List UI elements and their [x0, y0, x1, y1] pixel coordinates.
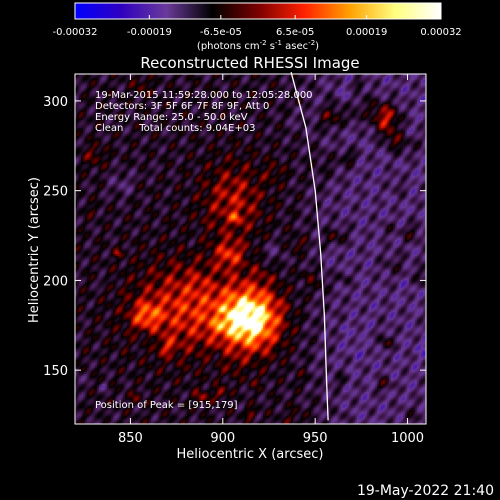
- solar-limb-curve: [290, 72, 329, 421]
- annotation-line: Clean Total counts: 9.04E+03: [95, 123, 255, 134]
- heatmap-raster: [75, 74, 426, 424]
- x-tick-label: 850: [118, 431, 143, 446]
- x-tick-label: 1000: [391, 431, 424, 446]
- x-tick-label: 900: [210, 431, 235, 446]
- plot-frame: [74, 73, 427, 425]
- footer-timestamp: 19-May-2022 21:40: [357, 483, 494, 499]
- annotation-line: 19-Mar-2015 11:59:28.000 to 12:05:28.000: [95, 90, 313, 101]
- colorbar-tick-label: 0.00019: [346, 27, 387, 38]
- axis-ticks: 850 900 950 1000 150 200 250 300: [43, 74, 426, 446]
- colorbar-tick-label: -0.00019: [127, 27, 172, 38]
- annotation-line: Detectors: 3F 5F 6F 7F 8F 9F, Att 0: [95, 101, 269, 112]
- y-tick-label: 200: [43, 274, 68, 289]
- colorbar-ticks: -0.00032 -0.00019 -6.5e-05 6.5e-05 0.00019 0.…: [53, 15, 462, 38]
- x-tick-label: 950: [303, 431, 328, 446]
- colorbar-tick-label: 6.5e-05: [276, 27, 314, 38]
- colorbar-tick-label: -6.5e-05: [200, 27, 242, 38]
- y-tick-label: 250: [43, 185, 68, 200]
- annotation-line: Energy Range: 25.0 - 50.0 keV: [95, 112, 248, 123]
- annotation-block: 19-Mar-2015 11:59:28.000 to 12:05:28.000…: [95, 90, 313, 134]
- colorbar-tick-label: 0.00032: [420, 27, 461, 38]
- x-axis-label: Heliocentric X (arcsec): [177, 447, 324, 462]
- colorbar-tick-label: -0.00032: [53, 27, 98, 38]
- colorbar: [74, 2, 442, 20]
- y-axis-label: Heliocentric Y (arcsec): [27, 177, 42, 323]
- chart-title: Reconstructed RHESSI Image: [140, 54, 359, 72]
- peak-position-label: Position of Peak = [915,179]: [95, 400, 238, 411]
- colorbar-unit-label: (photons cm-2 s-1 asec-2): [197, 39, 319, 52]
- y-tick-label: 300: [43, 95, 68, 110]
- y-tick-label: 150: [43, 364, 68, 379]
- heatmap-image: [75, 74, 426, 424]
